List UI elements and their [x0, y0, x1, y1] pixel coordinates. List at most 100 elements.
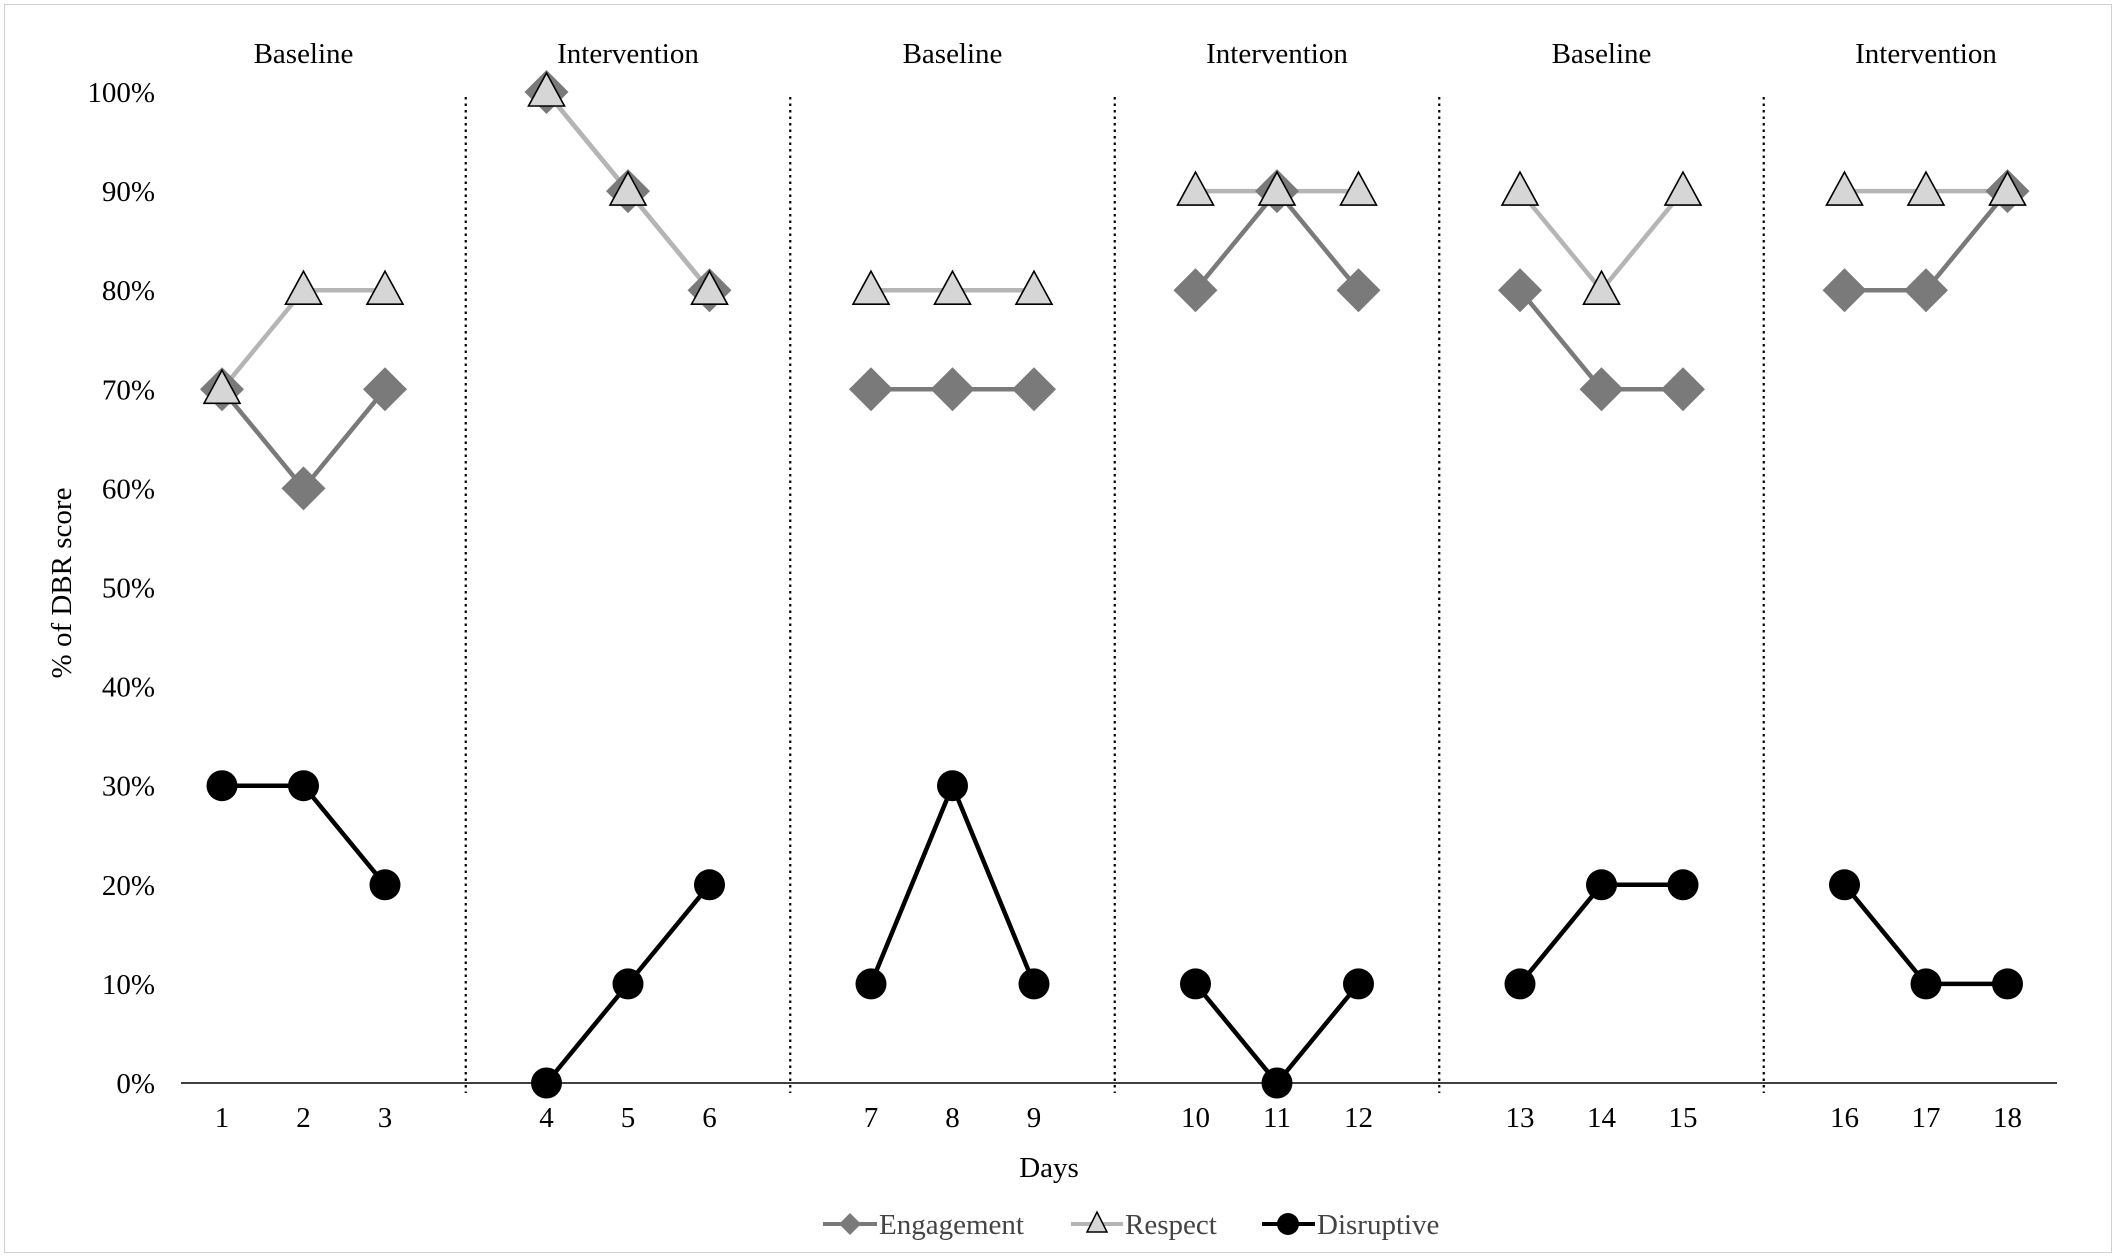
y-axis-title: % of DBR score: [46, 488, 78, 679]
y-tick-label: 90%: [102, 176, 155, 208]
respect-point: [1014, 269, 1054, 306]
legend: Engagement Respect Disruptive: [823, 1209, 1439, 1241]
x-tick-label: 9: [1027, 1102, 1042, 1134]
disruptive-point: [1343, 968, 1374, 1000]
respect-point: [690, 269, 729, 306]
x-tick-label: 16: [1830, 1102, 1859, 1134]
x-tick-label: 8: [945, 1102, 960, 1134]
legend-item-respect: Respect: [1071, 1209, 1217, 1241]
respect-point: [1663, 170, 1703, 206]
x-tick-label: 10: [1181, 1102, 1210, 1134]
y-tick-labels: 0% 10% 20% 30% 40% 50% 60% 70% 80% 90% 100%: [87, 77, 155, 1100]
y-tick-label: 50%: [102, 573, 155, 605]
x-tick-label: 15: [1669, 1102, 1698, 1134]
disruptive-point: [369, 869, 401, 901]
x-tick-label: 2: [296, 1102, 311, 1134]
respect-point: [1906, 170, 1946, 206]
engagement-point: [1822, 268, 1867, 313]
respect-point: [365, 269, 405, 306]
disruptive-point: [1180, 968, 1211, 1000]
engagement-point: [930, 367, 975, 412]
axes-layer: % of DBR score Days: [46, 488, 2057, 1184]
engagement-point: [1904, 268, 1948, 313]
y-tick-label: 80%: [102, 275, 155, 307]
respect-point: [933, 269, 972, 306]
engagement-point: [1336, 268, 1381, 313]
disruptive-point: [288, 770, 319, 802]
respect-point: [1988, 170, 2027, 206]
disruptive-point: [206, 770, 238, 802]
legend-label-respect: Respect: [1125, 1209, 1217, 1241]
respect-point: [1176, 170, 1215, 206]
respect-point: [284, 269, 323, 306]
legend-diamond-icon: [839, 1213, 861, 1235]
legend-item-disruptive: Disruptive: [1262, 1209, 1439, 1241]
legend-label-disruptive: Disruptive: [1317, 1209, 1439, 1241]
phase-label: Intervention: [1206, 38, 1348, 70]
disruptive-point: [1504, 968, 1536, 1000]
disruptive-point: [1910, 968, 1942, 1000]
respect-point: [202, 368, 242, 405]
x-tick-label: 18: [1993, 1102, 2022, 1134]
disruptive-point: [1829, 869, 1860, 901]
legend-circle-icon: [1277, 1213, 1299, 1235]
disruptive-point: [531, 1067, 562, 1099]
disruptive-point: [937, 770, 968, 802]
disruptive-point: [1586, 869, 1617, 901]
engagement-point: [1498, 268, 1542, 313]
x-axis-title: Days: [1019, 1152, 1079, 1184]
phase-label: Intervention: [557, 38, 699, 70]
engagement-point: [363, 367, 407, 412]
disruptive-point: [612, 968, 644, 1000]
phase-labels: Baseline Intervention Baseline Intervention…: [254, 38, 1998, 70]
y-tick-label: 0%: [116, 1068, 155, 1100]
respect-point: [608, 170, 648, 206]
disruptive-point: [1261, 1067, 1293, 1099]
engagement-point: [1012, 367, 1056, 412]
disruptive-point: [855, 968, 887, 1000]
phase-label: Baseline: [903, 38, 1003, 70]
legend-item-engagement: Engagement: [823, 1209, 1024, 1241]
y-tick-label: 100%: [87, 77, 155, 109]
legend-triangle-icon: [1085, 1210, 1109, 1233]
x-tick-label: 13: [1506, 1102, 1535, 1134]
respect-point: [1339, 170, 1378, 206]
engagement-point: [849, 367, 893, 412]
engagement-point: [1579, 367, 1624, 412]
disruptive-point: [1992, 968, 2023, 1000]
respect-point: [851, 269, 891, 306]
x-tick-label: 14: [1587, 1102, 1617, 1134]
disruptive-point: [1667, 869, 1699, 901]
y-tick-label: 20%: [102, 870, 155, 902]
legend-label-engagement: Engagement: [879, 1209, 1024, 1241]
x-tick-label: 11: [1263, 1102, 1291, 1134]
disruptive-point: [694, 869, 725, 901]
respect-point: [527, 71, 566, 107]
x-tick-label: 7: [864, 1102, 879, 1134]
phase-label: Baseline: [1552, 38, 1652, 70]
y-tick-label: 10%: [102, 969, 155, 1001]
respect-point: [1500, 170, 1540, 206]
line-segment-respect: [220, 287, 385, 391]
y-tick-label: 70%: [102, 374, 155, 406]
x-tick-label: 3: [378, 1102, 393, 1134]
disruptive-point: [1018, 968, 1050, 1000]
engagement-point: [281, 466, 326, 511]
x-tick-label: 1: [215, 1102, 230, 1134]
x-tick-label: 17: [1912, 1102, 1941, 1134]
x-tick-label: 6: [702, 1102, 717, 1134]
respect-point: [1257, 170, 1297, 206]
y-tick-label: 60%: [102, 473, 155, 505]
dbr-line-chart: % of DBR score Days 0%10%20%30%40%50%60%…: [46, 38, 2057, 1241]
engagement-point: [1661, 367, 1705, 412]
phase-label: Baseline: [254, 38, 354, 70]
y-tick-label: 30%: [102, 771, 155, 803]
x-tick-label: 5: [621, 1102, 636, 1134]
respect-point: [1582, 269, 1621, 306]
chart-frame: % of DBR score Days 0% 10% 20% 30% 40% 50% 60%…: [4, 4, 2112, 1253]
x-tick-labels: 1 2 3 4 5 6 7 8 9 10 11 12 13 14 15 16 17 18: [215, 1102, 2022, 1134]
line-segment-disruptive: [868, 779, 1037, 985]
series-markers: [200, 70, 2030, 1099]
engagement-point: [1173, 268, 1218, 313]
respect-point: [1825, 170, 1864, 206]
